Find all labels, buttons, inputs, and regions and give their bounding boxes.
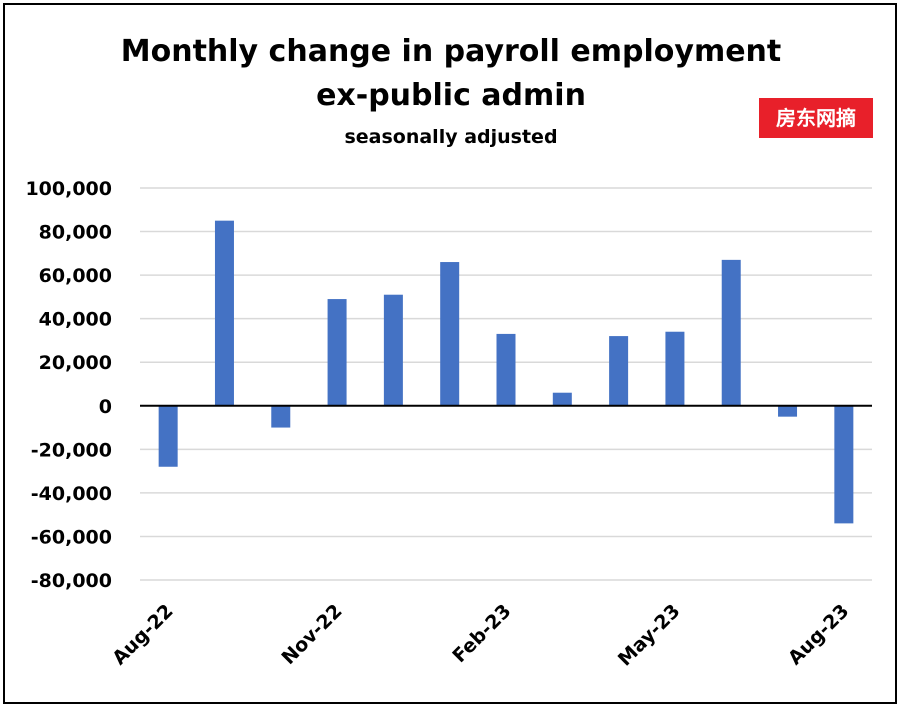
bar-dec-22 xyxy=(383,294,403,406)
x-tick-label: Feb-23 xyxy=(448,600,515,667)
y-tick-label: -40,000 xyxy=(31,483,112,505)
x-tick-label: Nov-22 xyxy=(278,600,347,669)
y-axis-tick-labels: 100,000 80,000 60,000 40,000 20,000 0 -20,000 -… xyxy=(25,178,112,592)
y-tick-label: 80,000 xyxy=(39,222,112,244)
watermark-logo: 房东网摘 xyxy=(759,98,873,138)
chart-title-line-2: ex-public admin xyxy=(316,78,586,113)
x-axis-tick-labels: Aug-22 Nov-22 Feb-23 May-23 Aug-23 xyxy=(108,600,853,671)
y-tick-label: 20,000 xyxy=(39,352,112,374)
y-tick-label: 100,000 xyxy=(25,178,112,200)
bar-nov-22 xyxy=(327,299,347,406)
bar-aug-22 xyxy=(158,405,178,467)
bar-apr-23 xyxy=(609,336,629,406)
bar-mar-23 xyxy=(552,392,572,406)
y-tick-label: 60,000 xyxy=(39,265,112,287)
y-tick-label: 0 xyxy=(99,396,112,418)
bar-oct-22 xyxy=(271,405,291,428)
bar-may-23 xyxy=(665,331,685,406)
y-tick-label: -80,000 xyxy=(31,570,112,592)
bar-jan-23 xyxy=(440,262,460,406)
bars xyxy=(158,220,854,524)
y-tick-label: -20,000 xyxy=(31,439,112,461)
bar-feb-23 xyxy=(496,333,516,406)
bar-jul-23 xyxy=(778,405,798,417)
chart-subtitle: seasonally adjusted xyxy=(344,126,558,148)
bar-aug-23 xyxy=(834,405,854,524)
bar-sep-22 xyxy=(214,220,234,406)
chart-title: Monthly change in payroll employment ex-… xyxy=(0,30,902,118)
bar-jun-23 xyxy=(721,259,741,406)
x-tick-label: May-23 xyxy=(614,600,685,671)
x-tick-label: Aug-22 xyxy=(108,600,177,669)
y-tick-label: 40,000 xyxy=(39,309,112,331)
x-tick-label: Aug-23 xyxy=(784,600,853,669)
y-tick-label: -60,000 xyxy=(31,526,112,548)
chart-title-line-1: Monthly change in payroll employment xyxy=(120,34,782,69)
